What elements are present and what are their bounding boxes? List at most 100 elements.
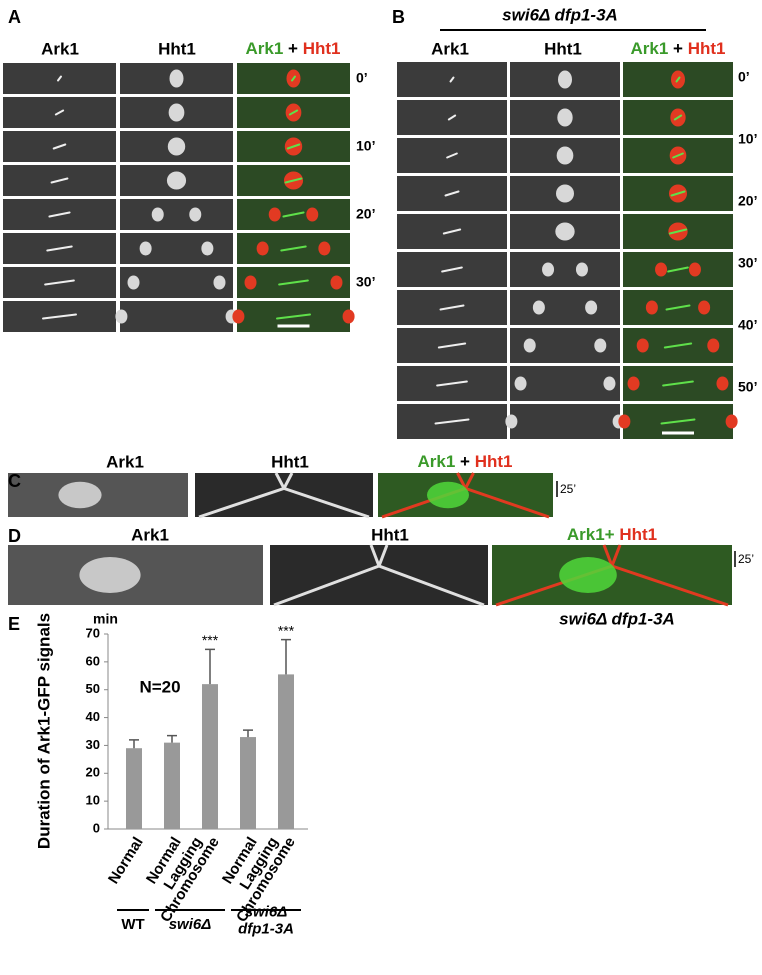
y-tick-label: 60 bbox=[86, 653, 100, 668]
chromatin bbox=[166, 171, 187, 190]
column-header: Hht1 bbox=[158, 39, 196, 58]
chromatin bbox=[636, 338, 649, 353]
merge-part: Hht1 bbox=[303, 39, 341, 58]
column-header: Hht1 bbox=[271, 452, 309, 471]
column-header: Ark1 + Hht1 bbox=[631, 39, 726, 58]
chromatin bbox=[232, 309, 245, 324]
spindle-signal bbox=[436, 380, 468, 387]
chromatin bbox=[213, 275, 226, 290]
spindle-signal bbox=[42, 313, 77, 320]
y-axis-label: Duration of Ark1-GFP signals bbox=[34, 613, 53, 849]
error-bar bbox=[129, 739, 139, 749]
chromatin bbox=[342, 309, 355, 324]
y-tick-label: 20 bbox=[86, 765, 100, 780]
panel-label: D bbox=[8, 526, 21, 546]
spindle-signal bbox=[48, 211, 71, 218]
spindle-signal bbox=[280, 245, 307, 252]
chromatin bbox=[523, 338, 536, 353]
spindle-signal bbox=[668, 228, 688, 235]
time-label: 10’ bbox=[738, 131, 757, 147]
chromatin bbox=[556, 146, 574, 165]
spindle-signal bbox=[286, 143, 301, 150]
kymograph bbox=[270, 545, 488, 605]
chromatin bbox=[115, 309, 128, 324]
chromatin bbox=[603, 376, 616, 391]
micrograph bbox=[510, 366, 620, 401]
error-bar bbox=[205, 648, 215, 685]
time-label: 30’ bbox=[356, 274, 375, 290]
column-header: Ark1 + Hht1 bbox=[418, 452, 513, 471]
merge-part: Ark1 bbox=[631, 39, 669, 58]
chromatin bbox=[514, 376, 527, 391]
chromatin bbox=[167, 137, 186, 156]
panel-title: swi6Δ dfp1-3A bbox=[502, 5, 618, 24]
y-tick-label: 30 bbox=[86, 737, 100, 752]
scale-label: 25’ bbox=[738, 552, 754, 566]
chromatin bbox=[169, 69, 184, 88]
panel-label: B bbox=[392, 7, 405, 27]
column-header: Ark1 bbox=[131, 525, 169, 544]
group-label: dfp1-3A bbox=[238, 920, 294, 937]
y-tick-label: 50 bbox=[86, 681, 100, 696]
column-header: Ark1 bbox=[431, 39, 469, 58]
y-tick-label: 10 bbox=[86, 793, 100, 808]
micrograph bbox=[120, 301, 233, 332]
time-label: 50’ bbox=[738, 379, 757, 395]
significance: *** bbox=[278, 622, 295, 638]
spindle-signal bbox=[291, 75, 296, 82]
spindle-signal bbox=[675, 76, 681, 83]
chromatin bbox=[585, 300, 598, 315]
spindle-signal bbox=[665, 304, 691, 311]
time-label: 30’ bbox=[738, 255, 757, 271]
chromatin bbox=[707, 338, 720, 353]
chromatin bbox=[168, 103, 185, 122]
bar bbox=[278, 674, 294, 829]
error-bar bbox=[167, 734, 177, 743]
spindle-signal bbox=[662, 380, 694, 387]
spindle-signal bbox=[434, 418, 470, 425]
spindle-signal bbox=[437, 342, 467, 349]
chromatin bbox=[532, 300, 545, 315]
merge-part: + bbox=[673, 39, 683, 58]
spindle-signal bbox=[278, 279, 309, 286]
time-label: 10’ bbox=[356, 138, 375, 154]
merge-part: + bbox=[288, 39, 298, 58]
time-label: 0’ bbox=[356, 70, 368, 86]
spindle-signal bbox=[52, 143, 67, 150]
chromatin bbox=[542, 262, 555, 277]
annotation: N=20 bbox=[139, 677, 180, 696]
column-header: Ark1+ Hht1 bbox=[567, 525, 657, 544]
chromatin bbox=[189, 207, 202, 222]
kymo-signal bbox=[427, 481, 469, 509]
y-tick-label: 70 bbox=[86, 625, 100, 640]
y-tick-label: 0 bbox=[93, 820, 100, 835]
spindle-signal bbox=[57, 75, 62, 82]
chromatin bbox=[318, 241, 331, 256]
panel-label: E bbox=[8, 614, 20, 634]
time-label: 20’ bbox=[356, 206, 375, 222]
merge-part: Hht1 bbox=[688, 39, 726, 58]
chromatin bbox=[256, 241, 269, 256]
spindle-signal bbox=[50, 177, 69, 184]
chromatin bbox=[127, 275, 140, 290]
micrograph bbox=[510, 404, 620, 439]
group-label: WT bbox=[121, 916, 144, 933]
micrograph bbox=[120, 199, 233, 230]
spindle-signal bbox=[667, 266, 689, 273]
merge-part: Ark1 bbox=[246, 39, 284, 58]
kymo-signal bbox=[559, 557, 617, 593]
spindle-signal bbox=[282, 211, 305, 218]
column-header: Ark1 bbox=[41, 39, 79, 58]
bar bbox=[202, 684, 218, 829]
merge-part: Hht1 bbox=[475, 452, 513, 471]
column-header: Ark1 bbox=[106, 452, 144, 471]
spindle-signal bbox=[672, 152, 684, 159]
spindle-signal bbox=[44, 279, 75, 286]
spindle-signal bbox=[663, 342, 693, 349]
chromatin bbox=[556, 184, 574, 203]
bar bbox=[240, 737, 256, 829]
chromatin bbox=[688, 262, 701, 277]
panel-label: A bbox=[8, 7, 21, 27]
y-unit: min bbox=[93, 611, 118, 627]
